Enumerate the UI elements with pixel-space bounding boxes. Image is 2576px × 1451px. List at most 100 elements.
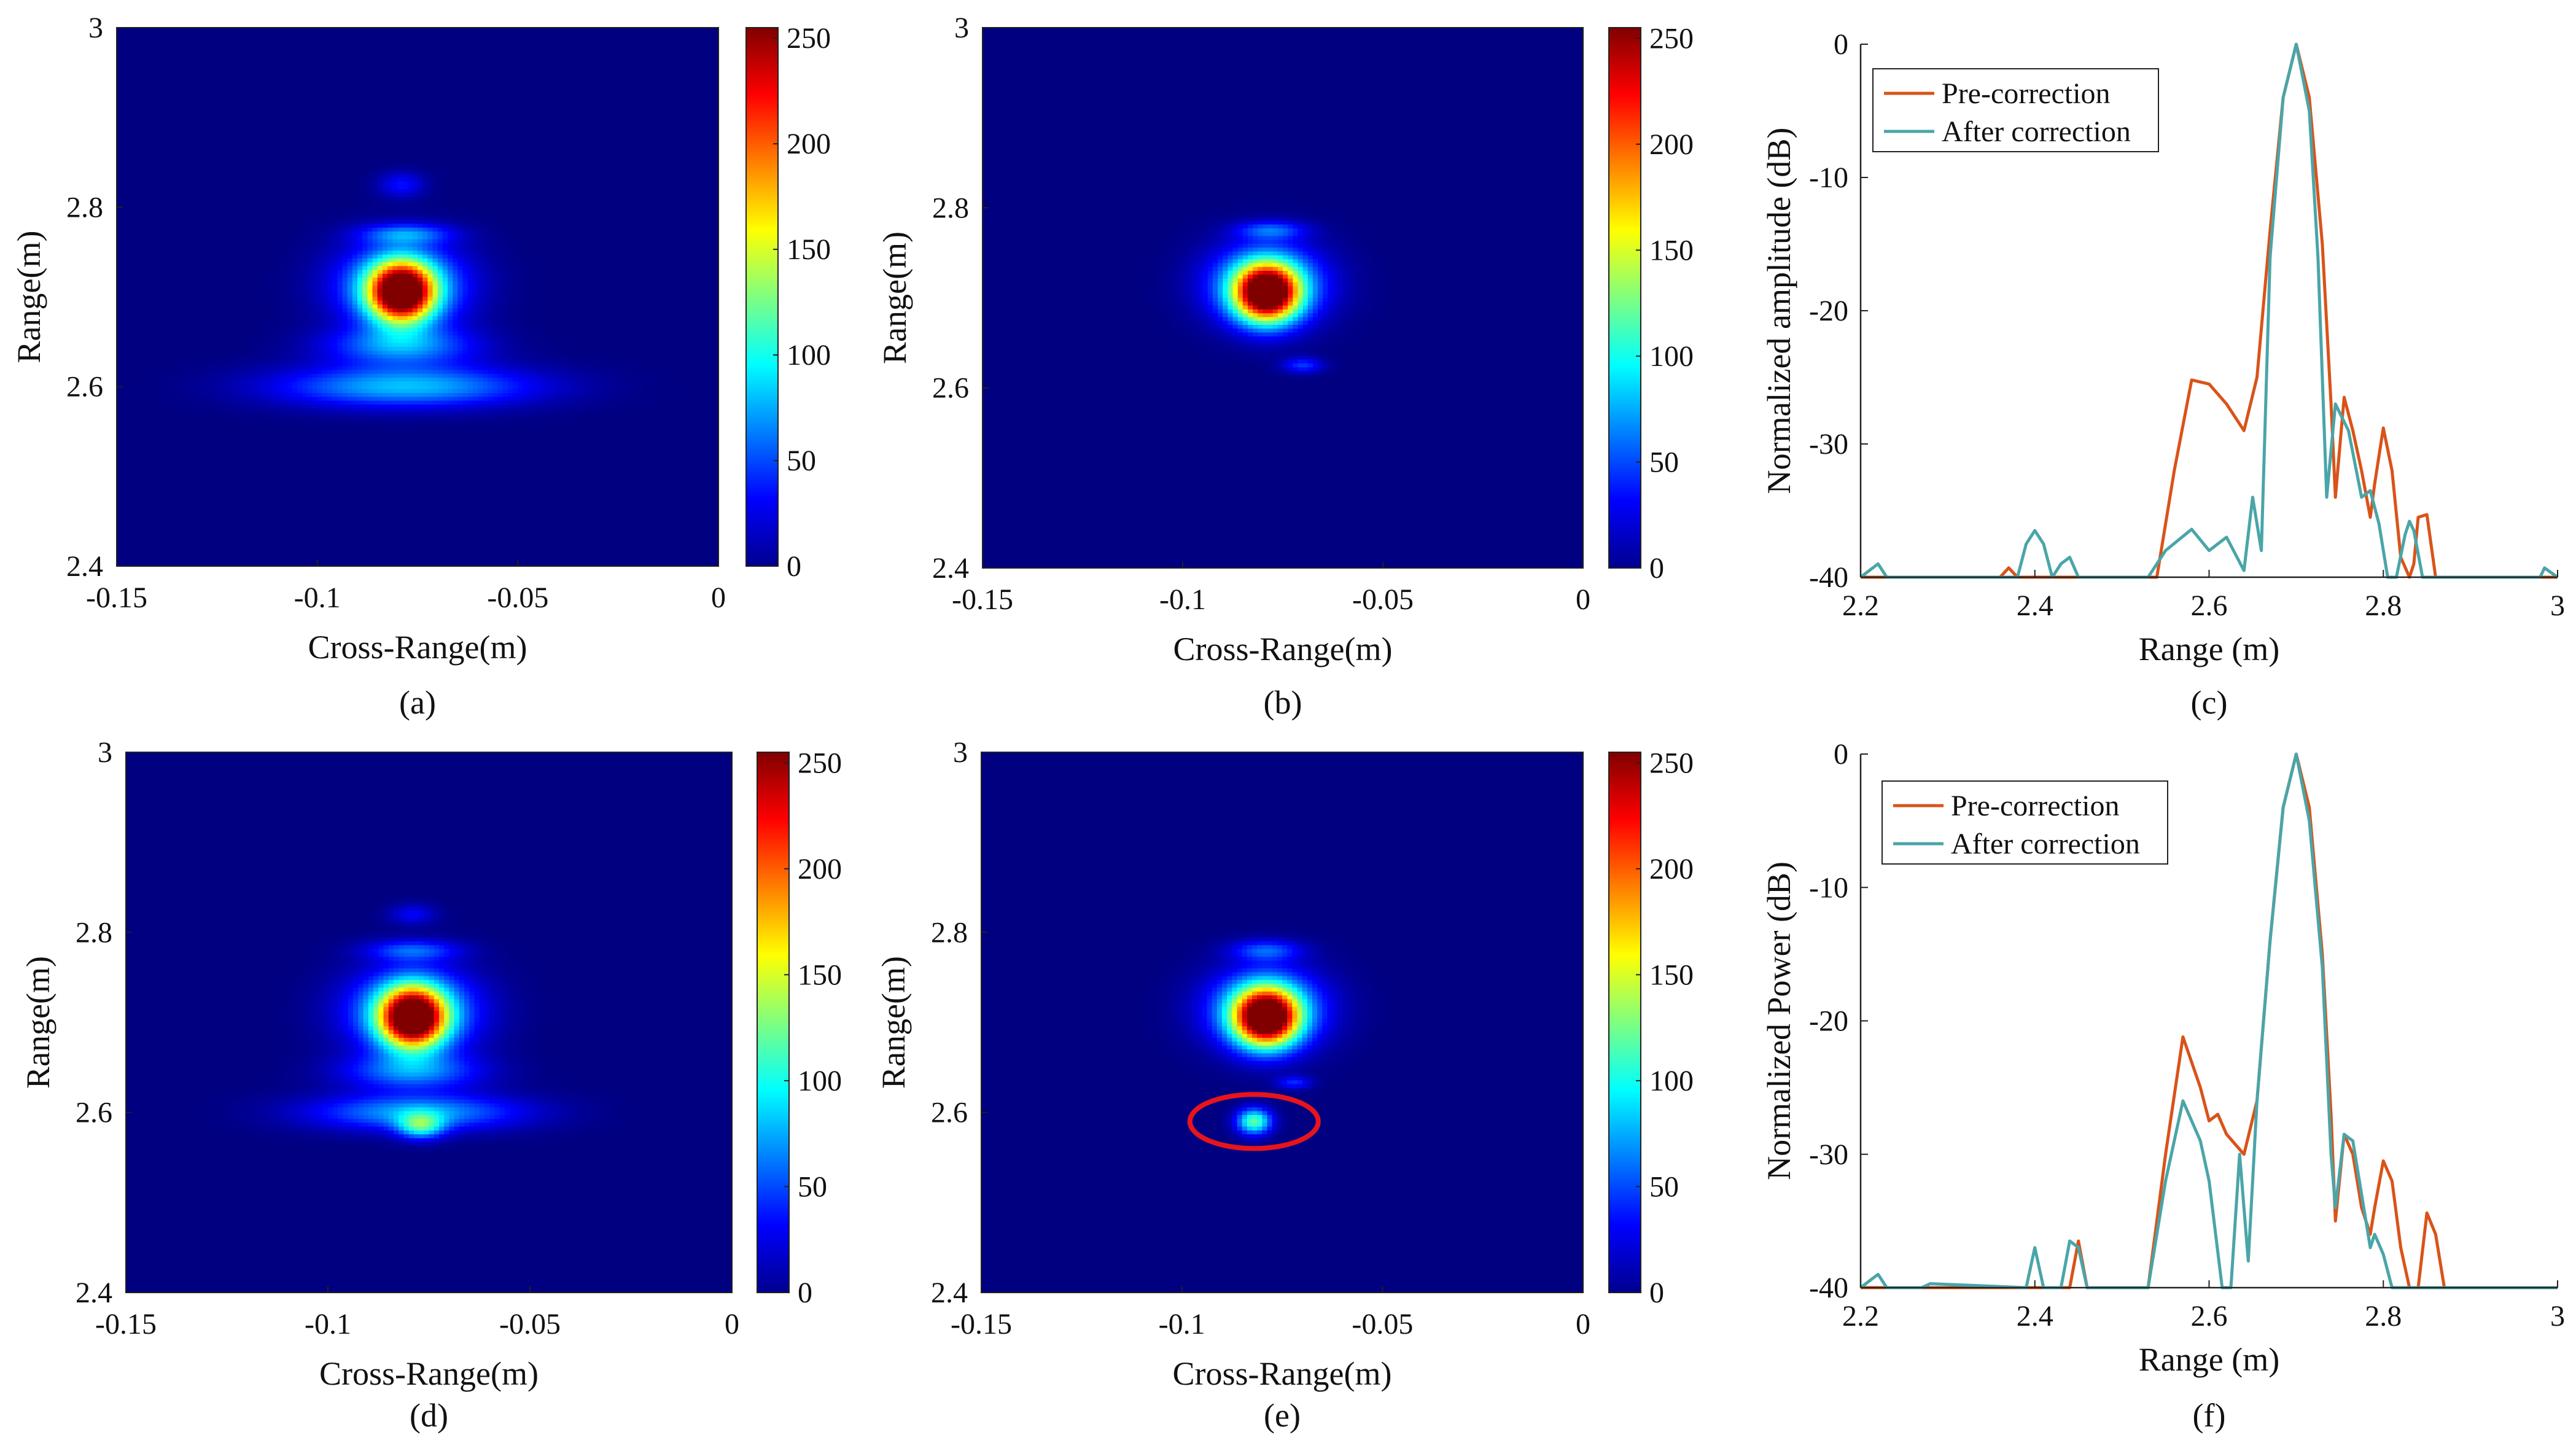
heatmap-cell: [237, 31, 243, 36]
heatmap-cell: [252, 28, 258, 32]
heatmap-cell: [177, 47, 182, 51]
heatmap-cell: [126, 28, 132, 32]
heatmap-cell: [352, 39, 358, 44]
heatmap-cell: [177, 43, 182, 47]
heatmap-cell: [443, 36, 448, 40]
heatmap-cell: [608, 43, 613, 47]
heatmap-cell: [126, 31, 132, 36]
heatmap-cell: [167, 43, 173, 47]
heatmap-cell: [578, 31, 583, 36]
heatmap-cell: [373, 43, 378, 47]
heatmap-cell: [633, 43, 639, 47]
heatmap-cell: [422, 43, 428, 47]
heatmap-cell: [648, 28, 654, 32]
heatmap-cell: [257, 31, 263, 36]
heatmap-cell: [302, 36, 308, 40]
heatmap-cell: [232, 28, 238, 32]
heatmap-cell: [197, 36, 203, 40]
heatmap-cell: [343, 39, 348, 44]
heatmap-cell: [498, 31, 504, 36]
heatmap-cell: [598, 43, 604, 47]
heatmap-cell: [508, 28, 513, 32]
heatmap-cell: [297, 36, 303, 40]
heatmap-cell: [117, 36, 122, 40]
heatmap-cell: [498, 36, 504, 40]
heatmap-cell: [513, 28, 518, 32]
heatmap-cell: [493, 28, 499, 32]
heatmap-cell: [408, 36, 413, 40]
heatmap-cell: [207, 39, 212, 44]
heatmap-cell: [332, 36, 338, 40]
heatmap-cell: [252, 43, 258, 47]
heatmap-cell: [207, 36, 212, 40]
heatmap-cell: [688, 43, 694, 47]
heatmap-cell: [282, 39, 288, 44]
heatmap-cell: [142, 28, 147, 32]
heatmap-cell: [523, 31, 529, 36]
heatmap-cell: [217, 36, 222, 40]
heatmap-cell: [327, 39, 333, 44]
heatmap-cell: [137, 28, 142, 32]
heatmap-cell: [548, 28, 553, 32]
heatmap-cell: [322, 31, 328, 36]
heatmap-cell: [202, 39, 208, 44]
heatmap-cell: [468, 28, 473, 32]
heatmap-cell: [313, 28, 318, 32]
heatmap-cell: [628, 28, 634, 32]
heatmap-cell: [688, 28, 694, 32]
heatmap-cell: [272, 43, 278, 47]
heatmap-cell: [157, 36, 162, 40]
heatmap-cell: [403, 39, 408, 44]
heatmap-cell: [247, 36, 252, 40]
heatmap-cell: [313, 39, 318, 44]
heatmap-cell: [187, 36, 192, 40]
heatmap-cell: [327, 43, 333, 47]
heatmap-cell: [648, 31, 654, 36]
heatmap-cell: [348, 28, 353, 32]
heatmap-cell: [427, 36, 433, 40]
heatmap-cell: [352, 43, 358, 47]
heatmap-cell: [438, 31, 443, 36]
heatmap-cell: [508, 36, 513, 40]
heatmap-cell: [272, 36, 278, 40]
heatmap-cell: [147, 36, 152, 40]
heatmap-cell: [157, 47, 162, 51]
heatmap-cell: [583, 28, 589, 32]
heatmap-cell: [608, 36, 613, 40]
heatmap-cell: [468, 36, 473, 40]
heatmap-cell: [698, 39, 704, 44]
heatmap-cell: [177, 36, 182, 40]
heatmap-cell: [644, 39, 649, 44]
heatmap-cell: [538, 31, 543, 36]
heatmap-cell: [337, 36, 343, 40]
heatmap-cell: [313, 43, 318, 47]
heatmap-cell: [202, 47, 208, 51]
heatmap-cell: [563, 28, 569, 32]
heatmap-cell: [538, 36, 543, 40]
heatmap-cell: [187, 47, 192, 51]
heatmap-cell: [433, 43, 438, 47]
heatmap-cell: [378, 43, 383, 47]
heatmap-cell: [277, 31, 282, 36]
heatmap-cell: [533, 36, 539, 40]
heatmap-cell: [403, 31, 408, 36]
heatmap-cell: [503, 28, 508, 32]
heatmap-cell: [488, 36, 493, 40]
heatmap-cell: [362, 39, 368, 44]
heatmap-cell: [322, 39, 328, 44]
heatmap-cell: [373, 31, 378, 36]
heatmap-cell: [518, 39, 523, 44]
heatmap-cell: [262, 31, 268, 36]
heatmap-cell: [508, 39, 513, 44]
heatmap-cell: [317, 36, 323, 40]
heatmap-cell: [523, 43, 529, 47]
heatmap-cell: [242, 31, 247, 36]
heatmap-cell: [588, 36, 594, 40]
heatmap-cell: [403, 43, 408, 47]
heatmap-cell: [613, 28, 619, 32]
heatmap-cell: [463, 43, 469, 47]
heatmap-cell: [427, 28, 433, 32]
heatmap-cell: [182, 39, 187, 44]
heatmap-cell: [287, 31, 293, 36]
heatmap-cell: [222, 43, 228, 47]
